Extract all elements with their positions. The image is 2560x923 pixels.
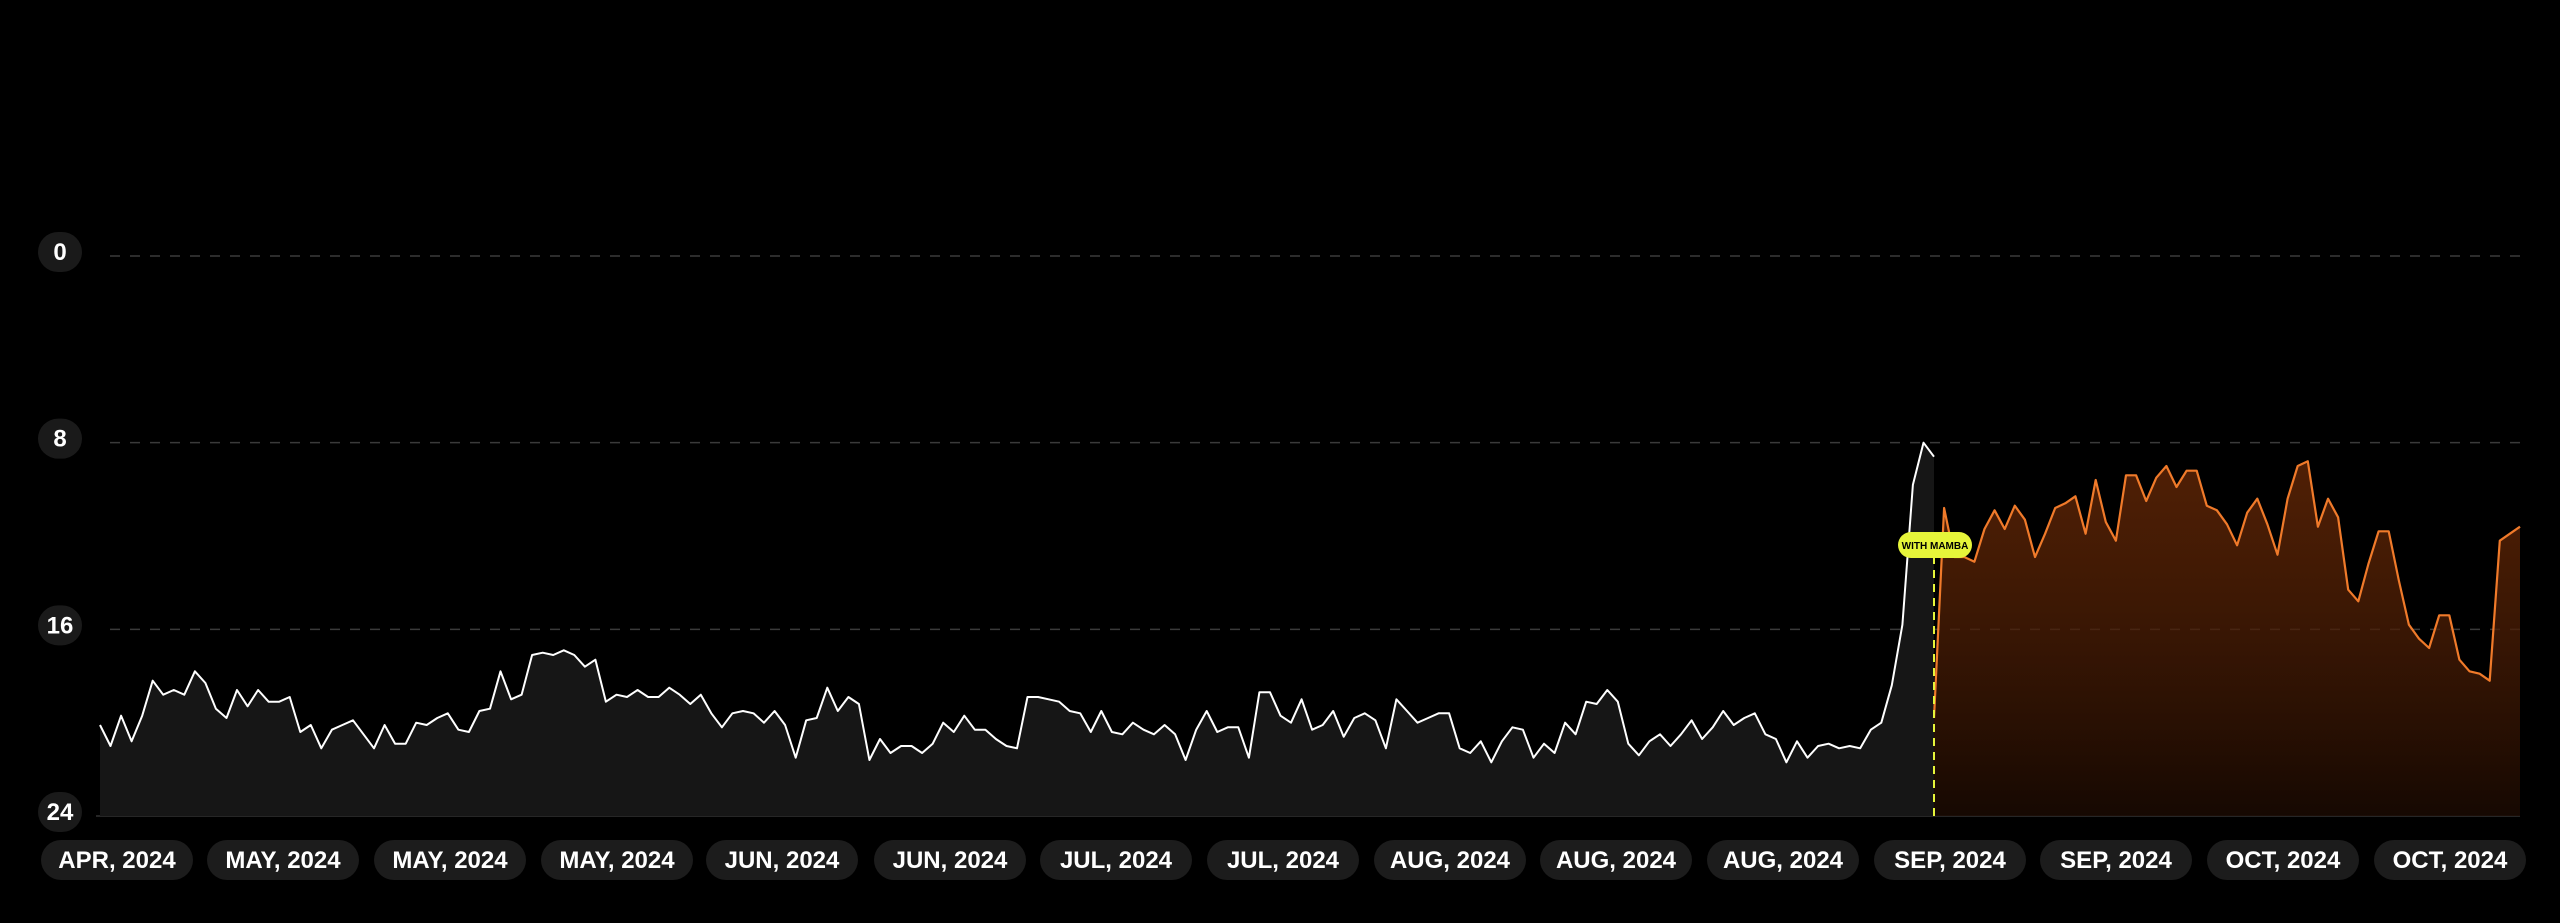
y-tick-label: 24 (47, 799, 74, 826)
annotation-badge-bg (1898, 532, 1972, 558)
annotation-badge: WITH MAMBA (1898, 532, 1972, 558)
x-tick-pill (1040, 840, 1192, 880)
y-tick-label: 8 (53, 426, 66, 453)
x-tick: OCT, 2024 (2374, 840, 2526, 880)
line-layer (99, 441, 2521, 764)
x-tick: OCT, 2024 (2207, 840, 2359, 880)
x-tick-pill (2040, 840, 2192, 880)
x-tick: MAY, 2024 (207, 840, 359, 880)
x-tick: SEP, 2024 (1874, 840, 2026, 880)
x-tick-label: AUG, 2024 (1723, 847, 1844, 874)
x-tick: JUN, 2024 (874, 840, 1026, 880)
annotation-label: WITH MAMBA (1902, 541, 1969, 552)
x-tick-label: AUG, 2024 (1556, 847, 1677, 874)
y-tick: 8 (38, 418, 82, 459)
x-tick-pill (374, 840, 526, 880)
x-tick: APR, 2024 (41, 840, 193, 880)
x-tick-label: OCT, 2024 (2393, 847, 2508, 874)
annotation-layer: WITH MAMBA (1898, 532, 1972, 816)
x-tick-pill (1874, 840, 2026, 880)
y-tick-pill (38, 232, 82, 272)
x-tick-label: SEP, 2024 (1894, 847, 2006, 874)
x-tick: MAY, 2024 (374, 840, 526, 880)
x-tick-label: JUN, 2024 (725, 847, 840, 874)
x-tick: JUN, 2024 (706, 840, 858, 880)
x-tick: AUG, 2024 (1540, 840, 1692, 880)
x-tick-pill (2374, 840, 2526, 880)
x-tick-pill (1207, 840, 1359, 880)
x-tick-pill (874, 840, 1026, 880)
x-tick: JUL, 2024 (1040, 840, 1192, 880)
y-tick-label: 16 (47, 612, 74, 639)
y-tick-pill (38, 418, 82, 459)
x-tick: SEP, 2024 (2040, 840, 2192, 880)
series-line-after (1932, 460, 2521, 719)
x-tick-label: JUN, 2024 (893, 847, 1008, 874)
y-tick-pill (38, 792, 82, 832)
x-tick-label: MAY, 2024 (392, 847, 508, 874)
x-tick-pill (706, 840, 858, 880)
x-tick-pill (1540, 840, 1692, 880)
x-tick-label: AUG, 2024 (1390, 847, 1511, 874)
x-tick-pill (2207, 840, 2359, 880)
x-tick-pill (207, 840, 359, 880)
x-tick: AUG, 2024 (1374, 840, 1526, 880)
x-tick-pill (1707, 840, 1859, 880)
y-tick: 0 (38, 232, 82, 272)
x-tick-pill (541, 840, 693, 880)
x-tick: MAY, 2024 (541, 840, 693, 880)
x-tick: JUL, 2024 (1207, 840, 1359, 880)
x-tick-label: APR, 2024 (58, 847, 176, 874)
x-tick: AUG, 2024 (1707, 840, 1859, 880)
y-tick-pill (38, 605, 82, 646)
y-tick: 16 (38, 605, 82, 646)
series-line-before (99, 441, 1935, 764)
area-before (100, 442, 1934, 816)
x-tick-label: MAY, 2024 (225, 847, 341, 874)
x-tick-pill (1374, 840, 1526, 880)
x-tick-label: JUL, 2024 (1227, 847, 1340, 874)
x-tick-pill (41, 840, 193, 880)
y-tick-label: 0 (53, 239, 66, 266)
x-tick-label: OCT, 2024 (2226, 847, 2341, 874)
y-tick: 24 (38, 792, 82, 832)
x-tick-label: JUL, 2024 (1060, 847, 1173, 874)
x-tick-label: SEP, 2024 (2060, 847, 2172, 874)
x-axis: APR, 2024 MAY, 2024 MAY, 2024 MAY, 2024 JUN,… (41, 840, 2526, 880)
x-tick-label: MAY, 2024 (559, 847, 675, 874)
y-axis: 0 8 16 24 (38, 232, 82, 832)
